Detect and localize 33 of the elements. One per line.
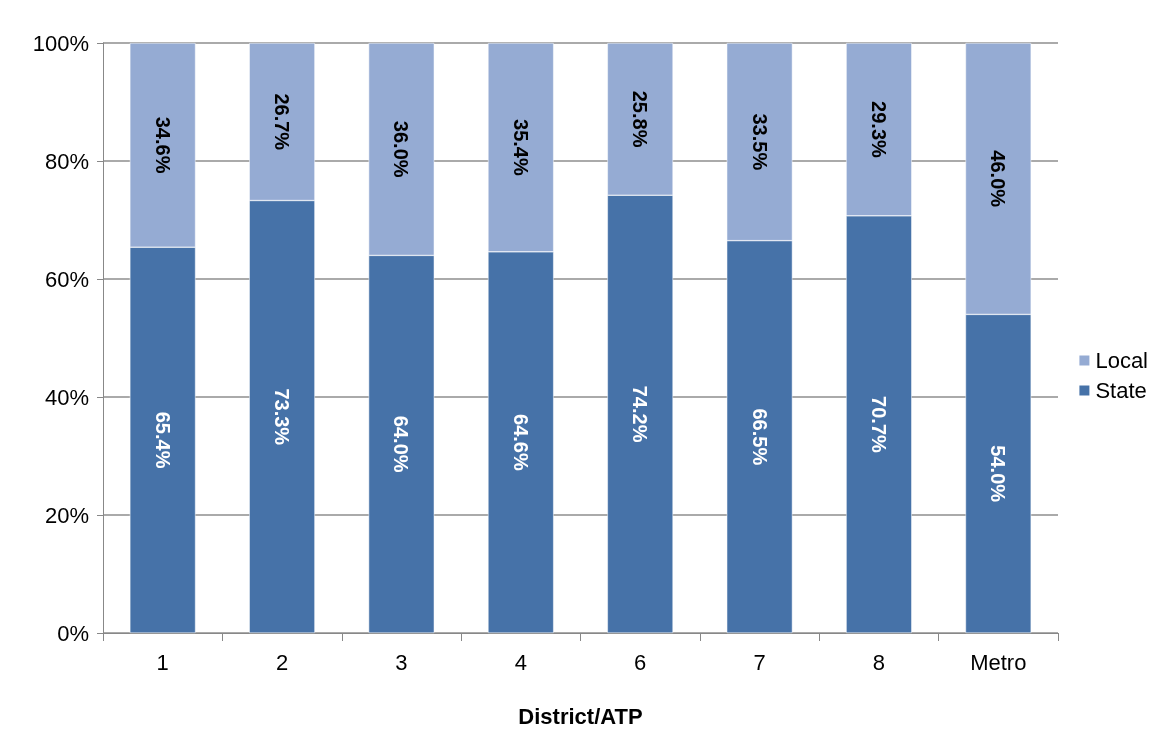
y-tick-label: 80%: [44, 148, 89, 174]
legend-label: Local: [1095, 348, 1148, 373]
data-label: 65.4%: [151, 411, 174, 469]
data-label: 46.0%: [987, 150, 1010, 208]
x-tick-label: 4: [514, 649, 527, 675]
x-tick-label: 2: [275, 649, 289, 675]
data-label: 74.2%: [629, 385, 652, 443]
data-label: 73.3%: [271, 388, 294, 446]
y-tick-label: 100%: [32, 30, 89, 56]
data-label: 70.7%: [867, 396, 890, 453]
x-axis-title: District/ATP: [518, 703, 643, 729]
data-label: 35.4%: [509, 119, 532, 176]
y-tick-label: 60%: [44, 266, 89, 292]
legend-label: State: [1095, 378, 1147, 403]
x-tick-label: 1: [156, 649, 169, 675]
data-label: 64.6%: [509, 414, 532, 471]
x-tick-label: 3: [395, 649, 408, 675]
data-label: 25.8%: [629, 90, 652, 148]
y-tick-label: 20%: [44, 502, 89, 528]
data-label: 33.5%: [748, 113, 771, 171]
x-tick-label: 7: [753, 649, 766, 675]
y-tick-label: 0%: [57, 620, 89, 646]
x-tick-label: 8: [872, 649, 886, 675]
y-tick-label: 40%: [44, 384, 89, 410]
data-label: 36.0%: [390, 120, 413, 178]
data-label: 29.3%: [867, 101, 890, 158]
data-label: 54.0%: [987, 445, 1010, 503]
data-label: 64.0%: [390, 415, 413, 473]
data-label: 66.5%: [748, 408, 771, 466]
data-label: 26.7%: [271, 93, 294, 151]
data-label: 34.6%: [151, 116, 174, 174]
x-tick-label: 6: [634, 649, 647, 675]
x-tick-label: Metro: [970, 649, 1027, 675]
